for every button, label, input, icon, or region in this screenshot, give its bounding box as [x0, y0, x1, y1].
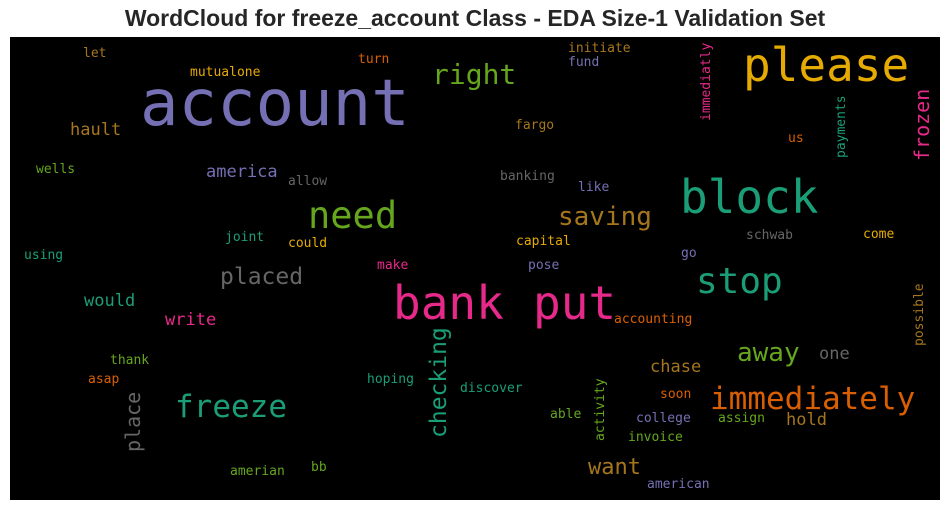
- word-invoice: invoice: [628, 430, 683, 445]
- word-america: america: [206, 162, 278, 182]
- word-wells: wells: [36, 162, 76, 177]
- word-us: us: [788, 131, 804, 146]
- chart-title: WordCloud for freeze_account Class - EDA…: [124, 5, 826, 31]
- word-write: write: [165, 310, 217, 330]
- word-saving: saving: [558, 202, 652, 232]
- word-american: american: [647, 477, 710, 492]
- word-capital: capital: [516, 234, 571, 249]
- word-one: one: [819, 344, 850, 364]
- word-accounting: accounting: [614, 312, 693, 327]
- word-banking: banking: [500, 169, 555, 184]
- word-activity: activity: [593, 378, 608, 441]
- word-asap: asap: [88, 372, 120, 387]
- word-make: make: [377, 258, 409, 273]
- word-placed: placed: [220, 264, 304, 290]
- word-assign: assign: [718, 411, 765, 426]
- word-hold: hold: [786, 410, 827, 430]
- word-need: need: [308, 194, 398, 237]
- word-amerian: amerian: [230, 464, 285, 479]
- word-able: able: [550, 407, 582, 422]
- word-schwab: schwab: [746, 228, 793, 243]
- word-discover: discover: [460, 381, 523, 396]
- word-thank: thank: [110, 353, 150, 368]
- word-block: block: [680, 170, 819, 224]
- word-frozen: frozen: [910, 88, 934, 161]
- word-fargo: fargo: [515, 118, 555, 133]
- word-hault: hault: [70, 120, 122, 140]
- word-would: would: [84, 291, 136, 311]
- word-possible: possible: [912, 283, 927, 346]
- wordcloud-canvas: account please bank put block need stop freeze i…: [10, 37, 940, 500]
- word-turn: turn: [358, 52, 390, 67]
- word-pose: pose: [528, 258, 560, 273]
- word-could: could: [288, 236, 328, 251]
- word-soon: soon: [660, 387, 692, 402]
- word-right: right: [432, 58, 517, 91]
- word-payments: payments: [834, 95, 849, 158]
- word-fund: fund: [568, 55, 600, 70]
- word-using: using: [24, 248, 64, 263]
- word-put: put: [533, 276, 617, 330]
- word-away: away: [737, 338, 800, 368]
- word-please: please: [743, 38, 910, 92]
- word-want: want: [588, 455, 641, 480]
- word-like: like: [578, 180, 610, 195]
- word-account: account: [140, 67, 410, 141]
- word-hoping: hoping: [367, 372, 414, 387]
- word-place: place: [121, 391, 145, 452]
- word-immediatly: immediatly: [699, 42, 714, 121]
- word-go: go: [681, 246, 697, 261]
- word-college: college: [636, 411, 691, 426]
- word-joint: joint: [225, 230, 265, 245]
- word-let: let: [83, 46, 107, 61]
- word-bank: bank: [393, 276, 504, 330]
- word-allow: allow: [288, 174, 328, 189]
- word-immediately: immediately: [710, 381, 916, 417]
- word-checking: checking: [426, 327, 452, 438]
- word-freeze: freeze: [175, 389, 287, 425]
- word-stop: stop: [696, 261, 783, 302]
- word-chase: chase: [650, 357, 702, 377]
- word-initiate: initiate: [568, 41, 631, 56]
- word-come: come: [863, 227, 895, 242]
- word-mutualone: mutualone: [190, 65, 261, 80]
- word-bb: bb: [311, 460, 327, 475]
